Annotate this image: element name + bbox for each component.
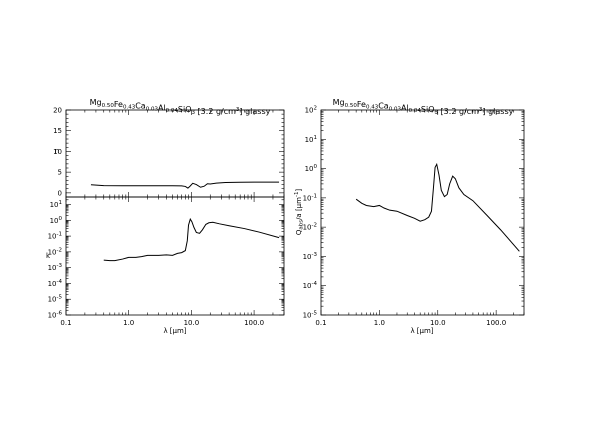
x-tick-label: 0.1 [60,319,71,327]
y-tick-label: 10-3 [303,252,318,261]
y-tick-label: 10-2 [303,223,317,232]
k-plot-frame [65,196,285,316]
k-panel: 101 100 10-1 10-2 10-3 10-4 10-5 10-6 0.1 1.0 10.… [46,196,285,335]
k-y-label: k [46,252,51,260]
left-chart-title: Mg0.50Fe0.43Ca0.03Al0.04SiO3 [3.2 g/cm3]… [90,98,271,116]
n-y-tick-label: 0 [58,189,62,197]
y-tick-label: 10-5 [48,295,63,304]
y-tick-label: 10-2 [48,247,62,256]
x-tick-label: 1.0 [374,319,385,327]
y-tick-label: 102 [305,106,317,115]
y-tick-label: 101 [305,135,317,144]
y-tick-label: 101 [50,200,62,209]
y-tick-label: 100 [50,216,63,225]
y-tick-label: 10-5 [303,311,318,320]
qabs-plot-frame [320,109,525,316]
n-y-tick-label: 10 [53,148,62,156]
n-y-axis: 0 5 10 15 20 [53,107,284,197]
x-tick-label: 10.0 [430,319,446,327]
k-y-axis: 101 100 10-1 10-2 10-3 10-4 10-5 10-6 [48,196,284,320]
y-tick-label: 10-1 [48,232,62,241]
y-tick-label: 10-4 [303,281,318,290]
qabs-panel: 102 101 100 10-1 10-2 10-3 10-4 10-5 0.1 1.0 10.0… [294,106,525,335]
k-curve [103,217,280,262]
n-x-axis-ticks [65,110,285,197]
x-tick-label: 0.1 [315,319,326,327]
x-tick-label: 100.0 [486,319,506,327]
y-tick-label: 10-4 [48,279,63,288]
n-curve [90,181,280,189]
qabs-x-axis: 0.1 1.0 10.0 100.0 [315,110,525,327]
k-x-label: λ [μm] [163,327,186,335]
qabs-x-label: λ [μm] [410,327,433,335]
x-tick-label: 1.0 [123,319,134,327]
k-x-axis: 0.1 1.0 10.0 100.0 [60,197,285,327]
qabs-curve [355,162,520,252]
qabs-y-axis: 102 101 100 10-1 10-2 10-3 10-4 10-5 [303,106,524,320]
x-tick-label: 100.0 [244,319,264,327]
n-panel: 0 5 10 15 20 n [53,107,285,198]
qabs-y-label: Qabs/a [μm-1] [294,189,305,236]
y-tick-label: 100 [305,164,318,173]
n-plot-frame [65,109,285,198]
y-tick-label: 10-3 [48,263,63,272]
y-tick-label: 10-1 [303,193,317,202]
x-tick-label: 10.0 [184,319,200,327]
n-y-tick-label: 15 [53,127,62,135]
y-tick-label: 10-6 [48,311,63,320]
n-y-tick-label: 5 [58,169,62,177]
n-y-label: n [55,147,59,155]
n-y-tick-label: 20 [53,107,62,115]
right-chart-title: Mg0.50Fe0.43Ca0.03Al0.04SiO3 [3.2 g/cm3]… [333,98,514,116]
